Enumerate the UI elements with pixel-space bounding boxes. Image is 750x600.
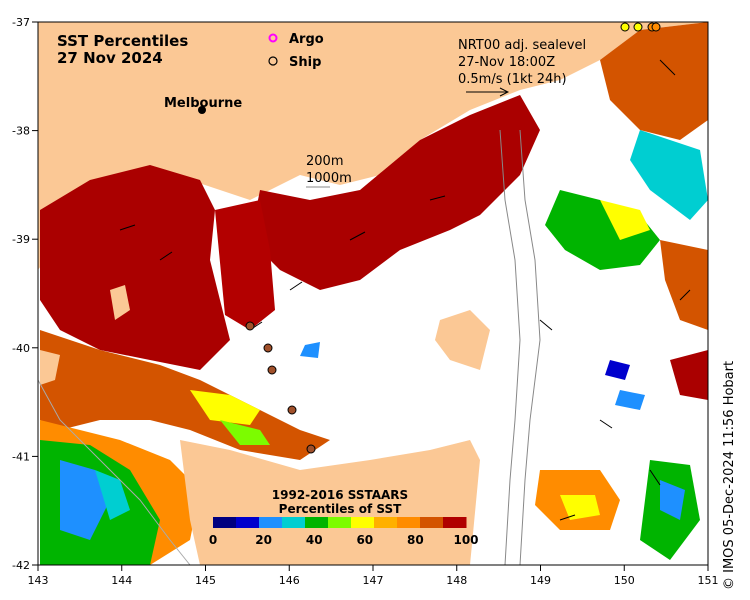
current-info-line2: 27-Nov 18:00Z bbox=[458, 55, 555, 70]
y-tick-label: -42 bbox=[12, 559, 30, 572]
y-tick-label: -37 bbox=[12, 16, 30, 29]
ship-legend-icon bbox=[268, 56, 278, 66]
ship-marker bbox=[263, 343, 273, 353]
credit-text: © IMOS 05-Dec-2024 11:56 Hobart bbox=[722, 360, 737, 590]
ship-legend-label: Ship bbox=[289, 55, 321, 70]
colorbar-ticks: 0 20 40 60 80 100 bbox=[209, 533, 479, 547]
bathy-label-200m: 200m bbox=[306, 154, 343, 169]
ship-marker bbox=[267, 365, 277, 375]
map-title-line1: SST Percentiles bbox=[57, 32, 188, 50]
x-tick-label: 143 bbox=[28, 574, 49, 587]
y-tick-label: -39 bbox=[12, 233, 30, 246]
colorbar-title1: 1992-2016 SSTAARS bbox=[272, 488, 408, 502]
colorbar-swatch bbox=[374, 517, 398, 528]
y-tick-label: -41 bbox=[12, 450, 30, 463]
argo-legend-icon bbox=[268, 33, 278, 43]
current-info-line3: 0.5m/s (1kt 24h) bbox=[458, 72, 567, 87]
ship-markers bbox=[245, 22, 661, 454]
current-info-line1: NRT00 adj. sealevel bbox=[458, 38, 586, 53]
y-tick-label: -38 bbox=[12, 125, 30, 138]
colorbar-tick-label: 40 bbox=[306, 533, 323, 547]
x-tick-label: 145 bbox=[195, 574, 216, 587]
bathy-label-1000m: 1000m bbox=[306, 171, 352, 186]
y-axis: -37 -38 -39 -40 -41 -42 bbox=[12, 16, 38, 572]
x-tick-label: 146 bbox=[279, 574, 300, 587]
x-tick-label: 149 bbox=[530, 574, 551, 587]
x-tick-label: 151 bbox=[698, 574, 719, 587]
melbourne-marker bbox=[198, 106, 206, 114]
colorbar-swatch bbox=[328, 517, 352, 528]
colorbar-swatch bbox=[213, 517, 237, 528]
ship-marker bbox=[245, 321, 255, 331]
colorbar-swatch bbox=[236, 517, 260, 528]
argo-legend-label: Argo bbox=[289, 32, 324, 47]
x-tick-label: 148 bbox=[446, 574, 467, 587]
colorbar-swatch bbox=[420, 517, 444, 528]
colorbar-swatch bbox=[351, 517, 375, 528]
x-tick-label: 150 bbox=[614, 574, 635, 587]
colorbar-tick-label: 100 bbox=[453, 533, 478, 547]
ship-marker bbox=[633, 22, 643, 32]
colorbar-tick-label: 0 bbox=[209, 533, 217, 547]
map-title-line2: 27 Nov 2024 bbox=[57, 49, 163, 67]
colorbar-swatch bbox=[443, 517, 467, 528]
x-tick-label: 147 bbox=[363, 574, 384, 587]
x-axis: 143 144 145 146 147 148 149 150 151 bbox=[28, 565, 719, 587]
colorbar-tick-label: 80 bbox=[407, 533, 424, 547]
ship-marker bbox=[651, 22, 661, 32]
scale-arrow-icon bbox=[466, 87, 510, 97]
ship-marker bbox=[620, 22, 630, 32]
colorbar bbox=[213, 517, 467, 528]
colorbar-swatch bbox=[305, 517, 329, 528]
colorbar-swatch bbox=[259, 517, 283, 528]
bathymetry-contours bbox=[37, 129, 541, 566]
melbourne-label: Melbourne bbox=[164, 96, 242, 111]
sst-field bbox=[38, 22, 708, 565]
ship-marker bbox=[306, 444, 316, 454]
colorbar-tick-label: 60 bbox=[356, 533, 373, 547]
colorbar-tick-label: 20 bbox=[255, 533, 272, 547]
y-tick-label: -40 bbox=[12, 342, 30, 355]
colorbar-swatch bbox=[397, 517, 421, 528]
ship-marker bbox=[287, 405, 297, 415]
colorbar-swatch bbox=[282, 517, 306, 528]
x-tick-label: 144 bbox=[111, 574, 132, 587]
colorbar-title2: Percentiles of SST bbox=[279, 502, 402, 516]
